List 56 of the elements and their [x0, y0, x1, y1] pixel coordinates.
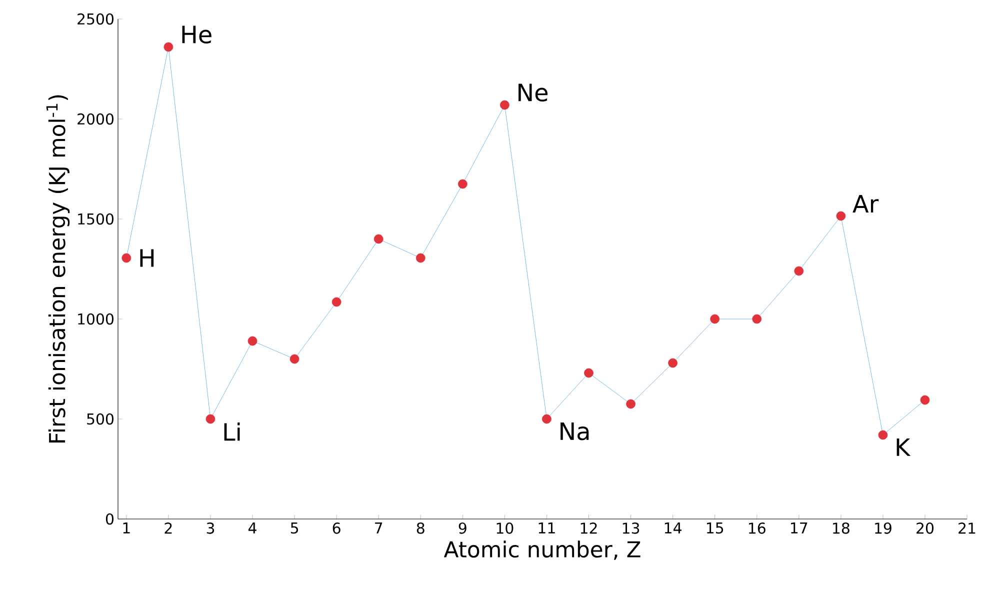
x-tick-label: 20 — [916, 522, 934, 534]
point — [710, 314, 720, 324]
point — [458, 179, 468, 189]
x-axis-title: Atomic number, Z — [444, 540, 640, 560]
x-tick-label: 5 — [290, 522, 298, 534]
y-tick-label: 500 — [87, 413, 114, 425]
point — [752, 314, 762, 324]
point — [374, 234, 384, 244]
point — [122, 253, 132, 263]
point — [206, 414, 216, 424]
annotation: Ne — [518, 84, 548, 102]
x-tick-label: 6 — [332, 522, 340, 534]
x-tick-label: 3 — [206, 522, 214, 534]
y-tick-label: 2000 — [78, 113, 114, 125]
point — [794, 266, 804, 276]
point — [584, 368, 594, 378]
x-tick-label: 14 — [664, 522, 682, 534]
x-tick-label: 11 — [538, 522, 555, 534]
y-tick-label: 2500 — [78, 13, 114, 25]
x-tick-label: 4 — [248, 522, 256, 534]
y-axis-title: First ionisation energy (KJ mol$^{-1}$) — [46, 95, 70, 442]
point — [920, 395, 930, 405]
x-tick-label: 9 — [458, 522, 466, 534]
x-tick-label: 2 — [164, 522, 172, 534]
point — [290, 354, 300, 364]
x-tick-label: 1 — [123, 522, 130, 534]
x-tick-label: 15 — [706, 522, 724, 534]
x-tick-label: 19 — [875, 522, 892, 534]
point — [248, 336, 258, 346]
y-tick-label: 1000 — [78, 313, 114, 325]
annotation: H — [140, 249, 154, 267]
annotation: Ar — [852, 195, 879, 212]
point — [416, 253, 426, 263]
point — [878, 430, 888, 440]
x-tick-label: 8 — [416, 522, 424, 534]
x-tick-label: 7 — [375, 522, 382, 534]
point — [164, 42, 174, 52]
x-tick-label: 18 — [833, 522, 850, 534]
x-tick-label: 13 — [622, 522, 640, 534]
annotation: Na — [560, 422, 589, 440]
point — [836, 211, 846, 221]
y-tick-label: 0 — [106, 513, 114, 525]
x-tick-label: 12 — [580, 522, 597, 534]
y-tick-label: 1500 — [78, 213, 114, 225]
annotation: He — [182, 26, 212, 44]
point — [332, 297, 342, 307]
x-tick-label: 10 — [496, 522, 514, 534]
point — [626, 399, 636, 409]
point — [542, 414, 552, 424]
x-tick-label: 17 — [791, 522, 808, 534]
annotation: Li — [224, 422, 240, 441]
point — [668, 358, 678, 368]
point — [500, 100, 510, 110]
x-tick-label: 21 — [958, 522, 976, 534]
annotation: K — [896, 438, 911, 456]
x-tick-label: 16 — [748, 522, 766, 534]
